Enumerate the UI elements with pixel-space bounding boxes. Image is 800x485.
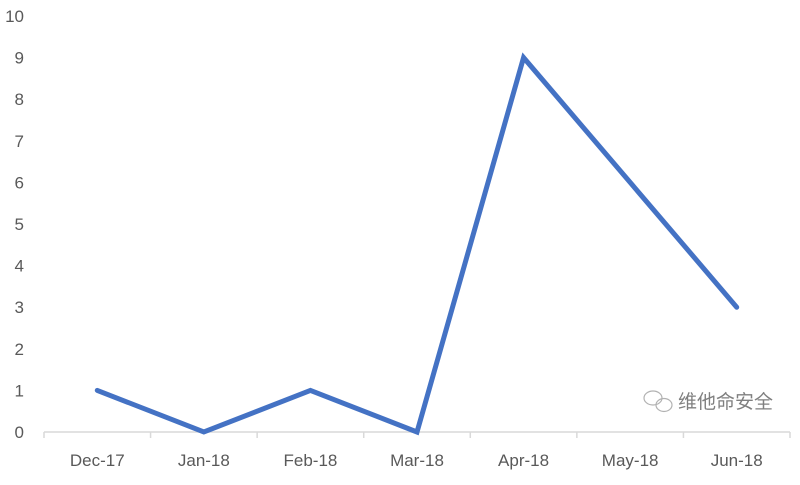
wechat-logo-icon <box>644 391 672 412</box>
x-tick-label: Apr-18 <box>498 451 549 470</box>
y-tick-label: 1 <box>15 381 24 400</box>
y-tick-label: 10 <box>5 7 24 26</box>
y-tick-label: 5 <box>15 215 24 234</box>
x-tick-label: Dec-17 <box>70 451 125 470</box>
x-tick-label: Jun-18 <box>711 451 763 470</box>
x-axis: Dec-17 Jan-18 Feb-18 Mar-18 Apr-18 May-18 Jun-… <box>44 432 790 470</box>
y-tick-label: 2 <box>15 340 24 359</box>
x-tick-label: May-18 <box>602 451 659 470</box>
watermark: 维他命安全 <box>644 391 773 413</box>
y-tick-label: 6 <box>15 173 24 192</box>
y-tick-label: 3 <box>15 298 24 317</box>
y-tick-label: 9 <box>15 49 24 68</box>
y-tick-label: 7 <box>15 132 24 151</box>
x-tick-label: Jan-18 <box>178 451 230 470</box>
x-tick-label: Mar-18 <box>390 451 444 470</box>
x-tick-label: Feb-18 <box>283 451 337 470</box>
y-axis: 0 1 2 3 4 5 6 7 8 9 10 <box>5 7 24 442</box>
y-tick-label: 4 <box>15 257 24 276</box>
y-tick-label: 8 <box>15 90 24 109</box>
series-line <box>97 58 736 432</box>
series <box>97 58 737 433</box>
y-tick-label: 0 <box>15 423 24 442</box>
watermark-text: 维他命安全 <box>678 391 773 413</box>
